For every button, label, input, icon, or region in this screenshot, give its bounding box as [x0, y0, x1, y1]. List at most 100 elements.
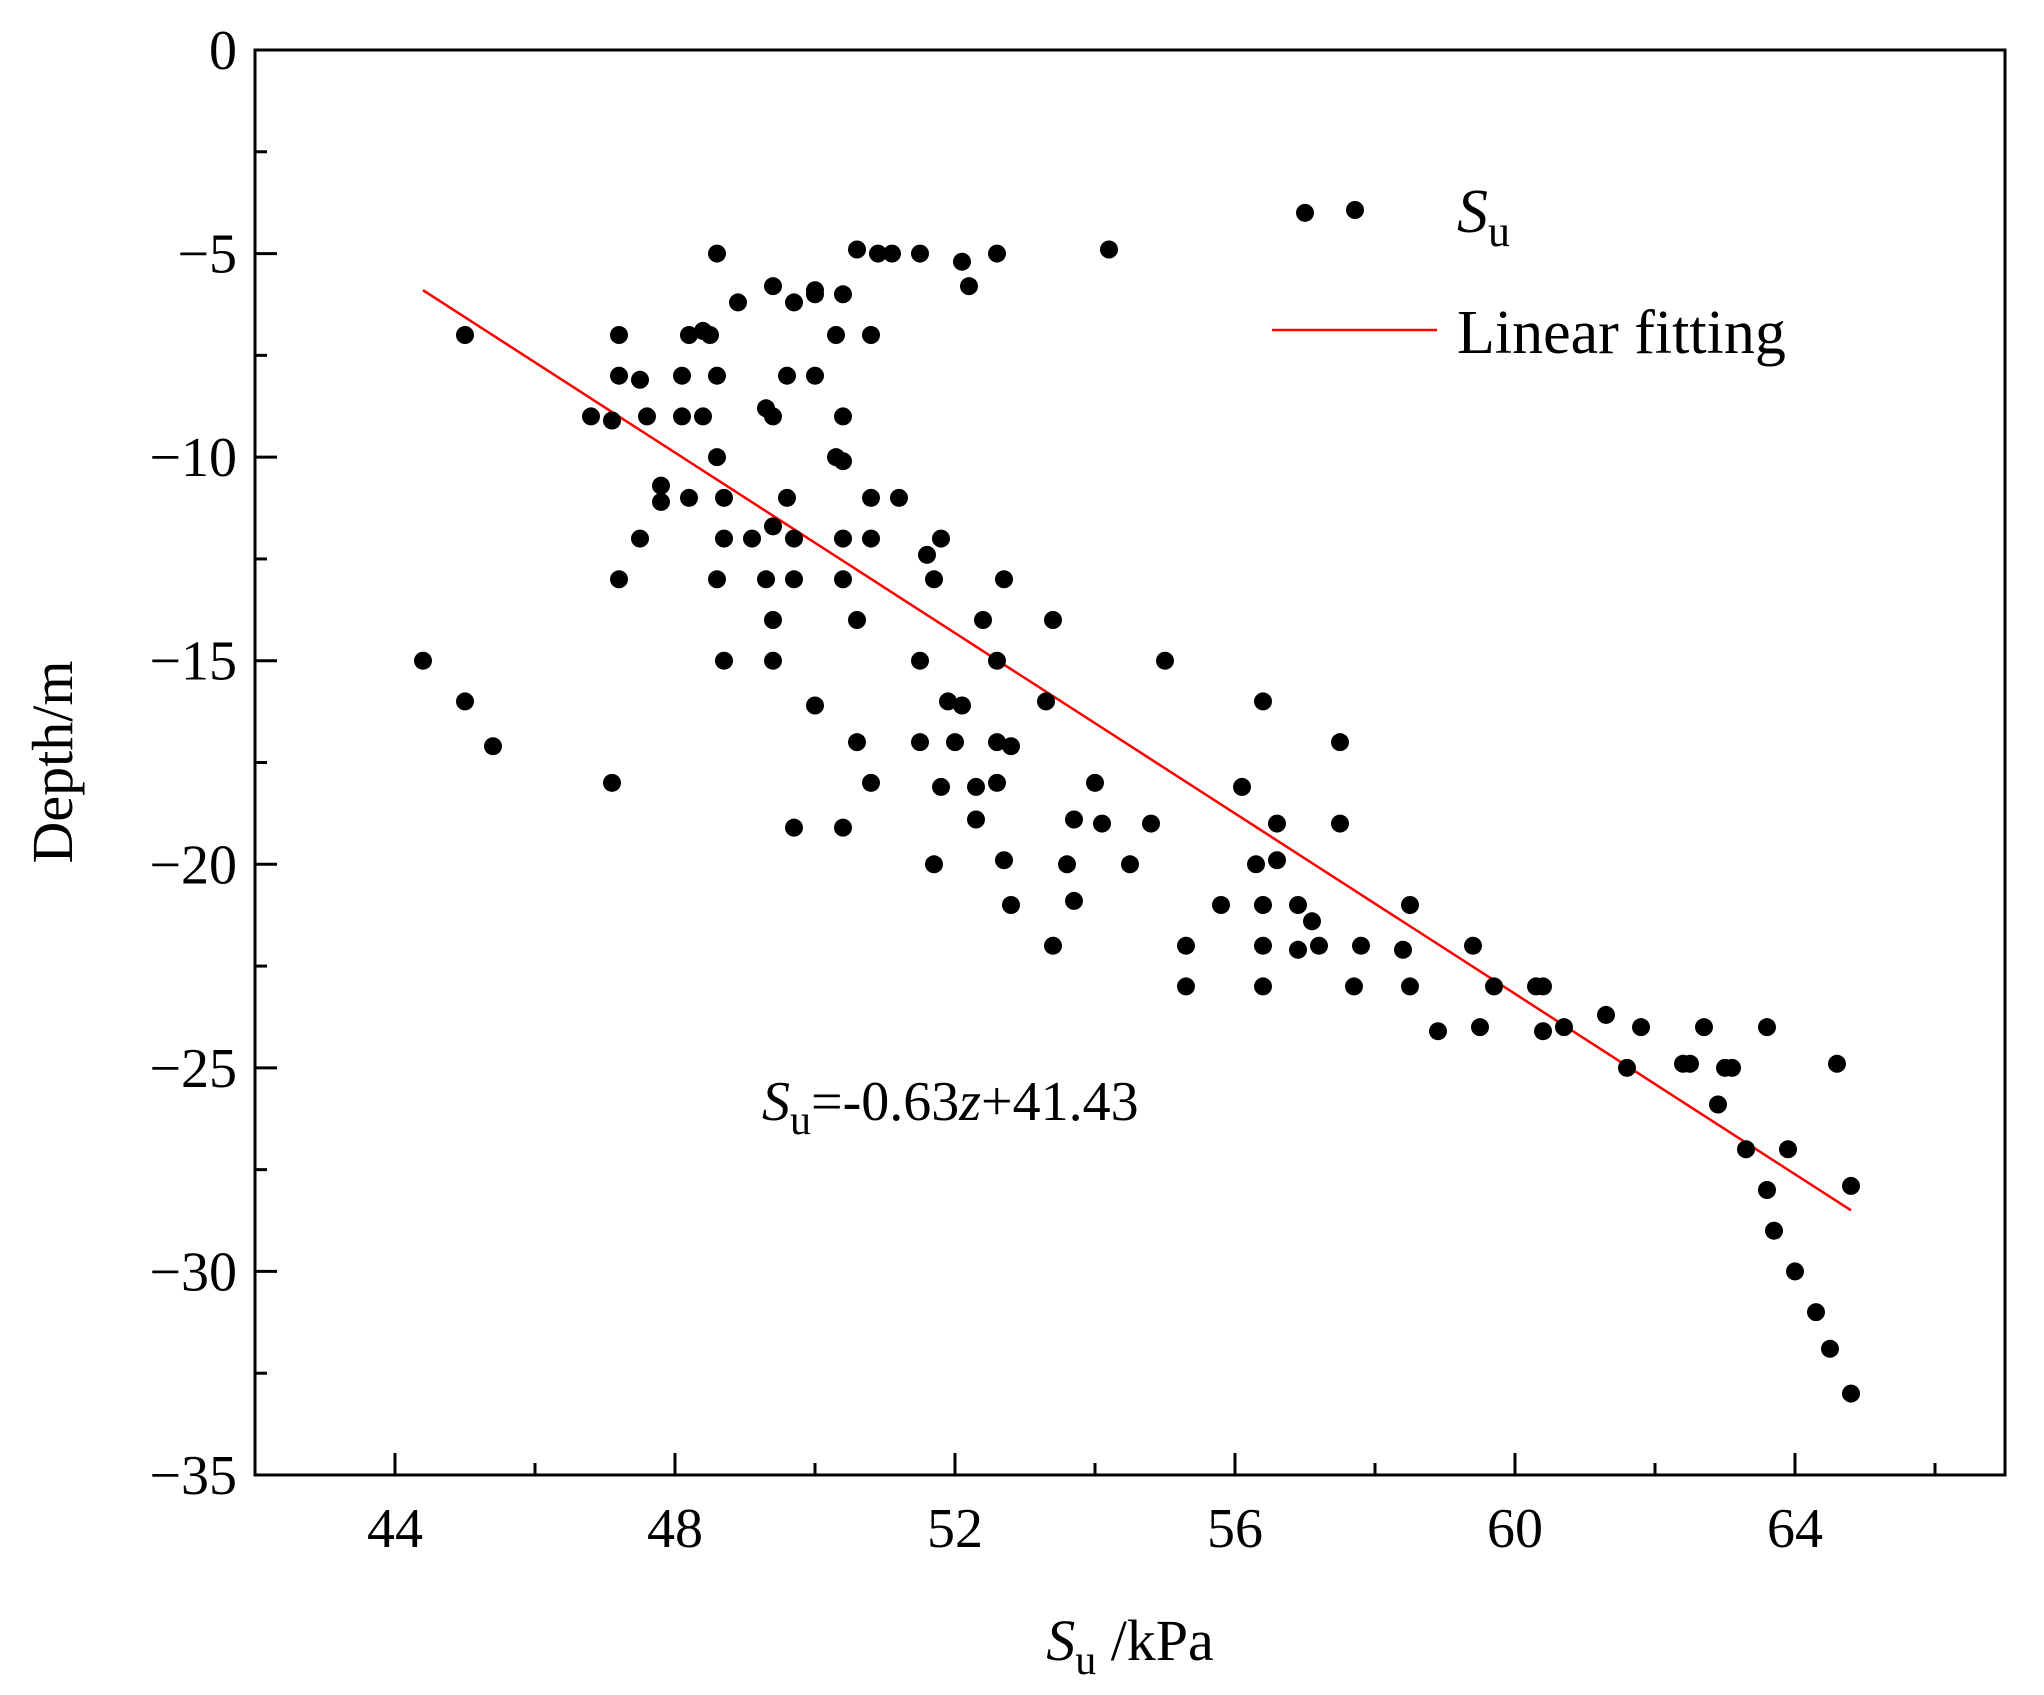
data-point — [1709, 1095, 1727, 1114]
y-axis-title: Depth/m — [20, 661, 85, 864]
data-point — [834, 285, 852, 304]
data-point — [1331, 814, 1349, 833]
data-point — [1842, 1384, 1860, 1403]
data-point — [1401, 977, 1419, 996]
data-point — [610, 366, 628, 385]
data-point — [652, 476, 670, 495]
data-point — [1303, 912, 1321, 931]
data-point — [631, 529, 649, 548]
data-point — [708, 244, 726, 263]
data-point — [1695, 1018, 1713, 1037]
y-tick-label: −35 — [149, 1445, 237, 1507]
data-point — [708, 570, 726, 589]
data-point — [1723, 1058, 1741, 1077]
y-tick-label: −5 — [177, 224, 237, 286]
data-point — [414, 651, 432, 670]
data-point — [603, 773, 621, 792]
data-point — [806, 696, 824, 715]
data-points — [414, 203, 1860, 1403]
data-point — [988, 651, 1006, 670]
data-point — [834, 407, 852, 426]
data-point — [1471, 1018, 1489, 1037]
data-point — [974, 611, 992, 629]
data-point — [925, 855, 943, 874]
data-point — [1289, 940, 1307, 959]
data-point — [631, 370, 649, 389]
data-point — [1331, 733, 1349, 752]
linear-fit-line — [422, 289, 1852, 1212]
fit-equation: Su=-0.63z+41.43 — [762, 1071, 1139, 1144]
data-point — [834, 452, 852, 471]
axis-ticks — [255, 48, 1937, 1477]
data-point — [1086, 773, 1104, 792]
data-point — [764, 407, 782, 426]
x-axis-title: Su /kPa — [1046, 1608, 1214, 1684]
data-point — [764, 651, 782, 670]
data-point — [806, 366, 824, 385]
data-point — [883, 244, 901, 263]
y-tick-label: −20 — [149, 834, 237, 896]
x-tick-label: 64 — [1767, 1498, 1823, 1560]
data-point — [1142, 814, 1160, 833]
data-point — [764, 277, 782, 296]
data-point — [911, 733, 929, 752]
data-point — [1156, 651, 1174, 670]
data-point — [1807, 1303, 1825, 1322]
data-point — [715, 651, 733, 670]
data-point — [932, 777, 950, 796]
data-point — [1821, 1339, 1839, 1358]
y-tick-label: −25 — [149, 1038, 237, 1100]
data-point — [1842, 1176, 1860, 1195]
x-tick-label: 56 — [1207, 1498, 1263, 1560]
data-point — [834, 529, 852, 548]
data-point — [764, 611, 782, 629]
data-point — [785, 293, 803, 312]
data-point — [1044, 611, 1062, 629]
data-point — [1058, 855, 1076, 874]
data-point — [953, 252, 971, 271]
data-point — [652, 492, 670, 511]
x-tick-label: 52 — [927, 1498, 983, 1560]
x-tick-label: 48 — [647, 1498, 703, 1560]
data-point — [1828, 1054, 1846, 1073]
x-tick-labels: 44 48 52 56 60 64 — [367, 1498, 1823, 1560]
data-point — [827, 326, 845, 344]
data-point — [988, 773, 1006, 792]
data-point — [1177, 936, 1195, 955]
data-point — [848, 611, 866, 629]
data-point — [680, 488, 698, 507]
data-point — [1093, 814, 1111, 833]
data-point — [1037, 692, 1055, 711]
data-point — [967, 777, 985, 796]
plot-frame — [253, 48, 2007, 1477]
data-point — [988, 733, 1006, 752]
data-point — [1002, 896, 1020, 914]
data-point — [1254, 936, 1272, 955]
data-point — [729, 293, 747, 312]
data-point — [1121, 855, 1139, 874]
data-point — [1765, 1221, 1783, 1240]
data-point — [638, 407, 656, 426]
data-point — [890, 488, 908, 507]
data-point — [960, 277, 978, 296]
data-point — [610, 570, 628, 589]
data-point — [1681, 1054, 1699, 1073]
y-tick-label: −10 — [149, 427, 237, 489]
data-point — [1597, 1005, 1615, 1024]
y-tick-label: −30 — [149, 1241, 237, 1303]
data-point — [701, 326, 719, 344]
data-point — [1065, 891, 1083, 910]
data-point — [610, 326, 628, 344]
data-point — [848, 240, 866, 259]
data-point — [715, 529, 733, 548]
data-point — [1632, 1018, 1650, 1037]
data-point — [757, 570, 775, 589]
data-point — [869, 244, 887, 263]
data-point — [1044, 936, 1062, 955]
data-point — [946, 733, 964, 752]
data-point — [1296, 203, 1314, 222]
data-point — [743, 529, 761, 548]
data-point — [1555, 1018, 1573, 1037]
data-point — [925, 570, 943, 589]
